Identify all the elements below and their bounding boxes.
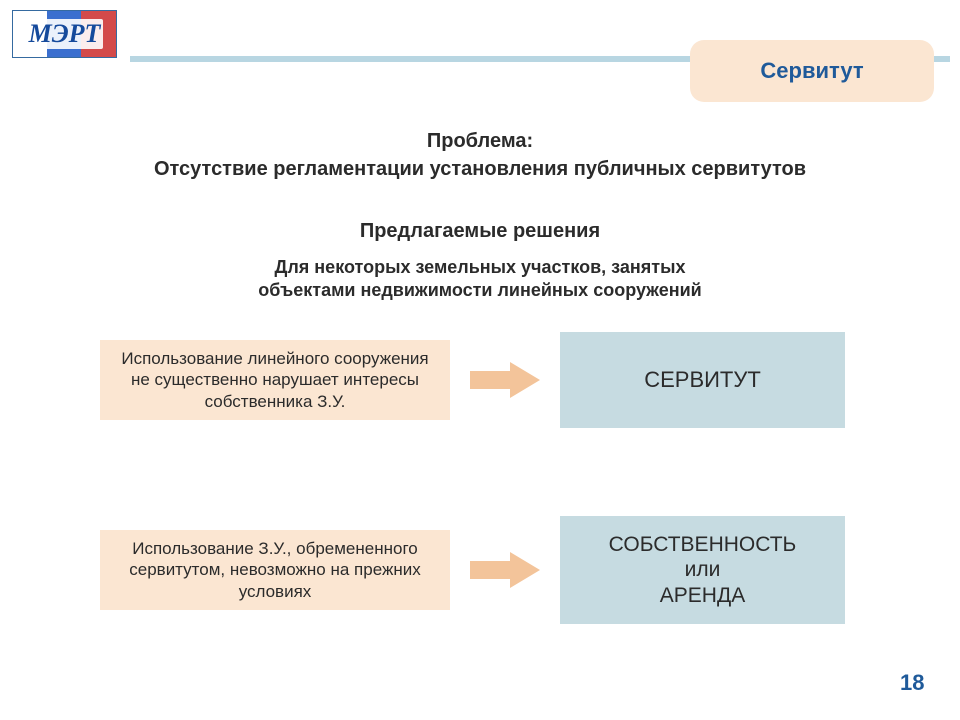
page-number: 18 (900, 670, 924, 696)
title-chip-label: Сервитут (760, 58, 863, 83)
problem-heading-line1: Проблема: (0, 130, 960, 153)
solutions-heading: Предлагаемые решения (0, 220, 960, 243)
result-box-2: СОБСТВЕННОСТЬ или АРЕНДА (560, 516, 845, 624)
logo-text: МЭРТ (26, 19, 104, 49)
condition-box-1: Использование линейного сооружения не су… (100, 340, 450, 420)
solutions-subheading: Для некоторых земельных участков, заняты… (0, 256, 960, 301)
result-box-1: СЕРВИТУТ (560, 332, 845, 428)
condition-box-2: Использование З.У., обремененного сервит… (100, 530, 450, 610)
title-chip: Сервитут (690, 40, 934, 102)
arrow-icon (470, 552, 540, 588)
problem-heading-line2: Отсутствие регламентации установления пу… (0, 158, 960, 181)
logo: МЭРТ (12, 10, 117, 58)
arrow-icon (470, 362, 540, 398)
